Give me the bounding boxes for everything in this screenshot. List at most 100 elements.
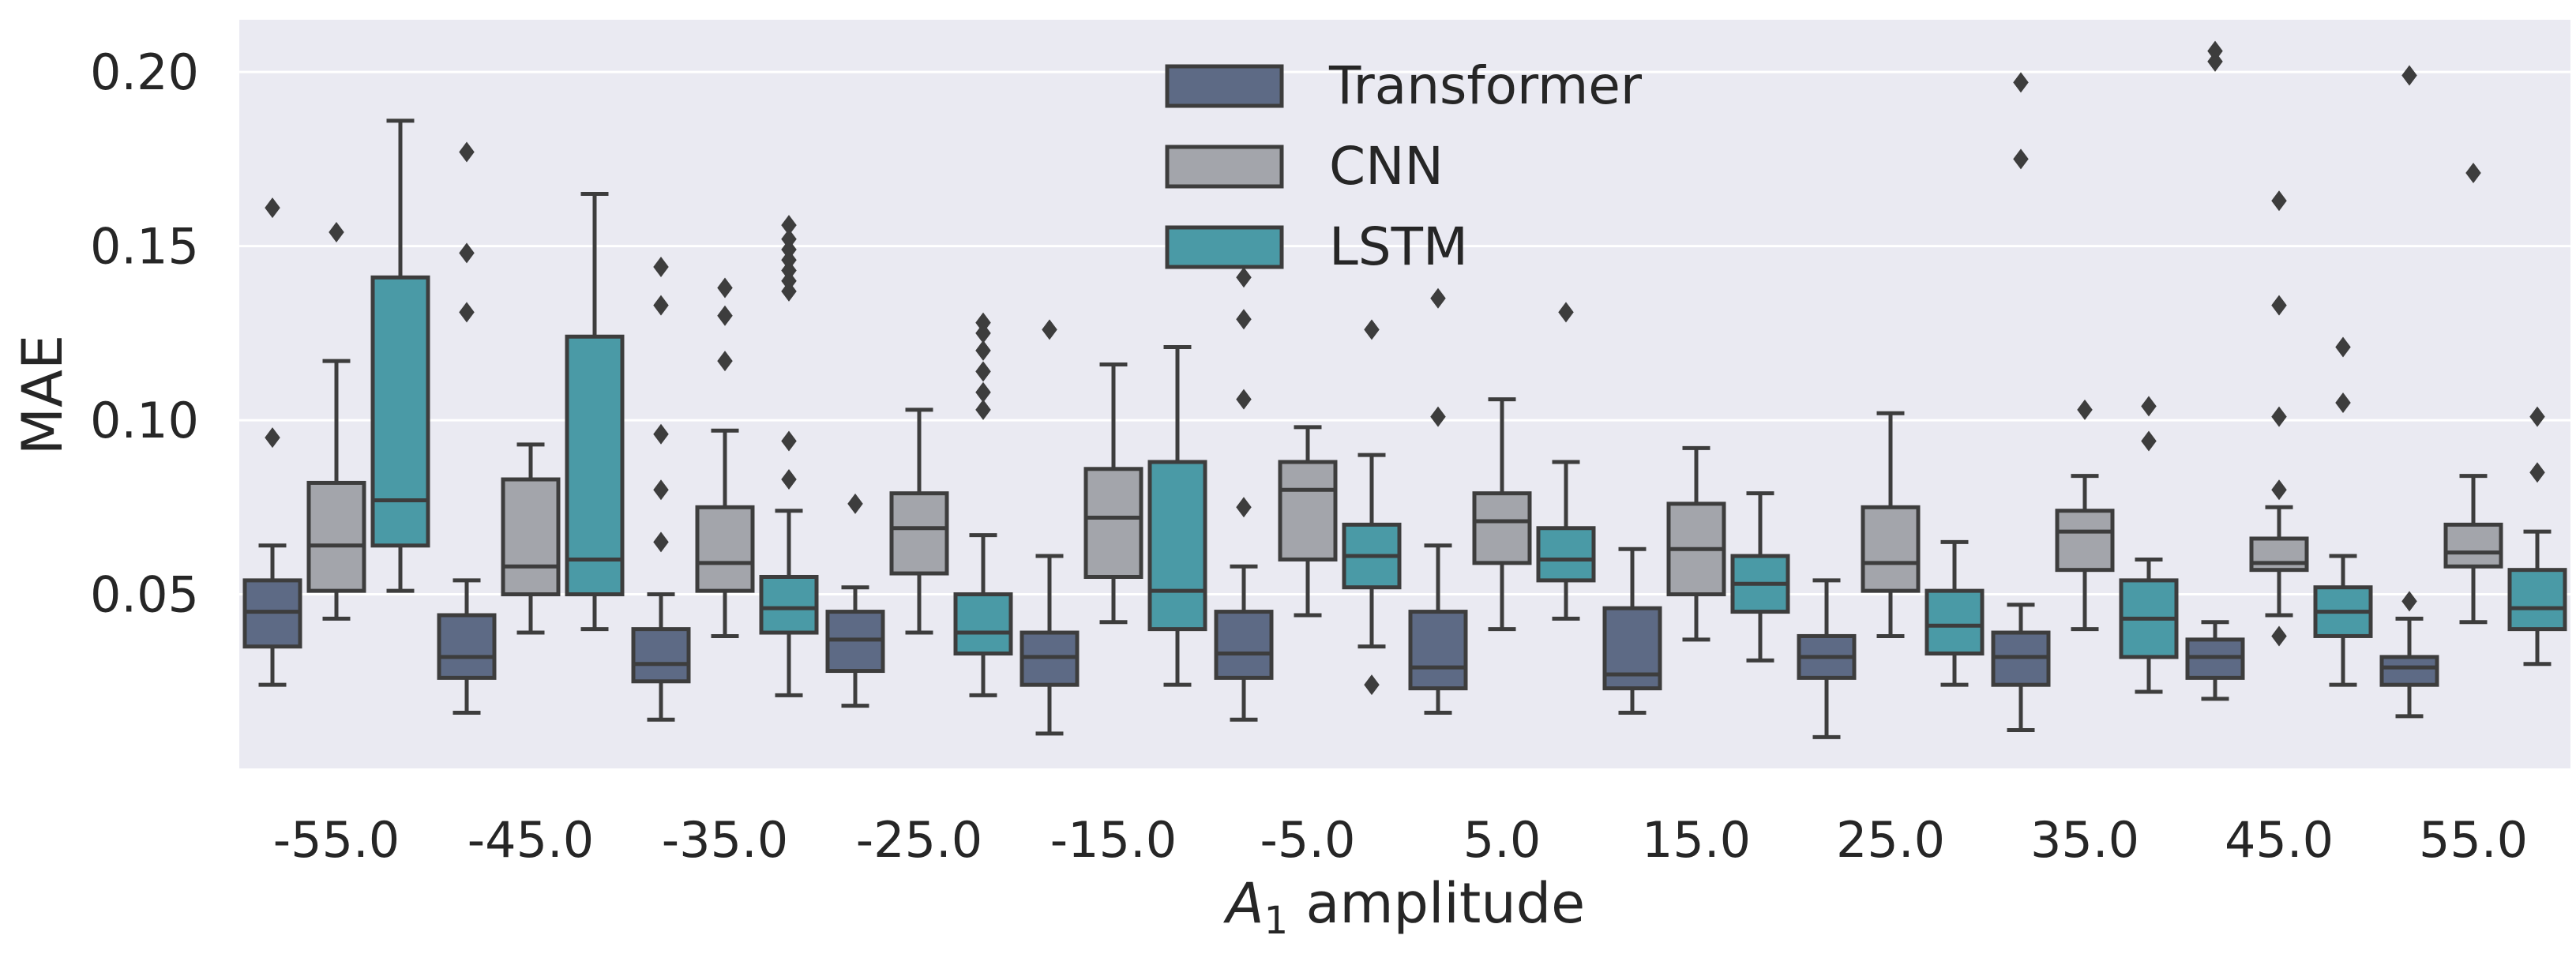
- outlier-point: [2271, 406, 2287, 427]
- outlier-point: [2207, 51, 2223, 72]
- box-lstm: [953, 312, 1013, 697]
- box-lstm: [1536, 302, 1596, 621]
- box-cnn: [2443, 163, 2503, 625]
- outlier-point: [717, 351, 733, 372]
- box-cnn: [1278, 425, 1338, 618]
- x-tick-label: -55.0: [273, 811, 400, 869]
- outlier-point: [781, 215, 797, 236]
- box-transformer: [2185, 40, 2245, 701]
- box-cnn: [2249, 190, 2309, 647]
- iqr-box: [1214, 610, 1274, 680]
- box-transformer: [242, 197, 302, 687]
- box-transformer: [2379, 65, 2439, 719]
- outlier-point: [2207, 40, 2223, 62]
- x-tick-label: 55.0: [2419, 811, 2528, 869]
- iqr-box: [2443, 522, 2503, 569]
- box-lstm: [2507, 406, 2567, 667]
- iqr-box: [1861, 505, 1921, 593]
- outlier-point: [653, 257, 669, 278]
- x-tick-label: -25.0: [856, 811, 982, 869]
- outlier-point: [459, 242, 475, 264]
- box-cnn: [1083, 362, 1143, 625]
- outlier-point: [1364, 674, 1380, 696]
- legend: Transformer CNN LSTM: [1165, 55, 1643, 277]
- outlier-point: [2335, 392, 2351, 414]
- outlier-point: [1236, 309, 1252, 330]
- outlier-point: [2271, 625, 2287, 647]
- legend-swatch: [1165, 145, 1284, 189]
- outlier-point: [653, 295, 669, 316]
- legend-label: CNN: [1329, 136, 1444, 197]
- category-group: [242, 118, 430, 687]
- box-cnn: [2055, 399, 2115, 632]
- category-group: [1214, 267, 1402, 722]
- iqr-box: [2249, 536, 2309, 573]
- x-tick-label: 35.0: [2030, 811, 2139, 869]
- outlier-point: [1558, 302, 1574, 323]
- y-axis-label: MAE: [10, 335, 75, 456]
- outlier-point: [459, 141, 475, 163]
- x-tick-label: -45.0: [468, 811, 594, 869]
- outlier-point: [2401, 591, 2417, 612]
- box-cnn: [1472, 397, 1532, 632]
- iqr-box: [889, 491, 949, 576]
- box-transformer: [825, 493, 885, 708]
- legend-label: Transformer: [1328, 55, 1643, 116]
- outlier-point: [781, 250, 797, 271]
- x-axis-label-subscript: 1: [1264, 899, 1289, 943]
- iqr-box: [1147, 460, 1207, 632]
- legend-swatch: [1165, 64, 1284, 108]
- outlier-point: [717, 277, 733, 299]
- outlier-point: [1236, 389, 1252, 410]
- outlier-point: [265, 427, 280, 449]
- box-cnn: [1666, 445, 1726, 642]
- box-cnn: [695, 277, 755, 638]
- iqr-box: [1924, 588, 1985, 655]
- box-transformer: [1020, 319, 1080, 736]
- iqr-box: [1472, 491, 1532, 565]
- y-tick-label: 0.15: [90, 218, 199, 276]
- category-group: [1991, 72, 2179, 732]
- x-axis-label-text: amplitude: [1288, 871, 1585, 936]
- outlier-point: [781, 430, 797, 452]
- outlier-point: [265, 197, 280, 219]
- category-group: [2185, 40, 2373, 701]
- box-lstm: [2119, 396, 2179, 694]
- outlier-point: [2013, 72, 2029, 93]
- box-cnn: [889, 408, 949, 635]
- outlier-point: [1236, 267, 1252, 288]
- legend-swatch: [1165, 225, 1284, 269]
- box-lstm: [2313, 336, 2373, 687]
- outlier-point: [781, 469, 797, 490]
- outlier-point: [2335, 336, 2351, 358]
- iqr-box: [2507, 568, 2567, 632]
- iqr-box: [1278, 460, 1338, 562]
- iqr-box: [1408, 610, 1468, 691]
- iqr-box: [759, 574, 819, 635]
- x-tick-labels: -55.0 -45.0 -35.0 -25.0 -15.0 -5.0 5.0 15.0 25.0…: [273, 811, 2528, 869]
- iqr-box: [1536, 526, 1596, 583]
- legend-label: LSTM: [1329, 216, 1468, 277]
- x-tick-label: 45.0: [2225, 811, 2334, 869]
- iqr-box: [2055, 509, 2115, 573]
- outlier-point: [653, 531, 669, 553]
- outlier-point: [2529, 462, 2545, 483]
- x-tick-label: -35.0: [662, 811, 788, 869]
- outlier-point: [1430, 406, 1446, 427]
- category-group: [825, 312, 1013, 708]
- box-transformer: [1602, 546, 1662, 715]
- iqr-box: [370, 275, 430, 548]
- box-transformer: [1214, 267, 1274, 722]
- outlier-point: [2529, 406, 2545, 427]
- category-group: [1797, 411, 1985, 739]
- box-series-layer: [242, 40, 2567, 739]
- outlier-point: [781, 228, 797, 250]
- box-lstm: [1730, 491, 1790, 663]
- box-lstm: [370, 118, 430, 593]
- x-axis-label-symbol: A: [1223, 871, 1264, 936]
- outlier-point: [2271, 479, 2287, 501]
- category-group: [1408, 287, 1596, 715]
- box-transformer: [1408, 287, 1468, 715]
- legend-item: LSTM: [1165, 216, 1468, 277]
